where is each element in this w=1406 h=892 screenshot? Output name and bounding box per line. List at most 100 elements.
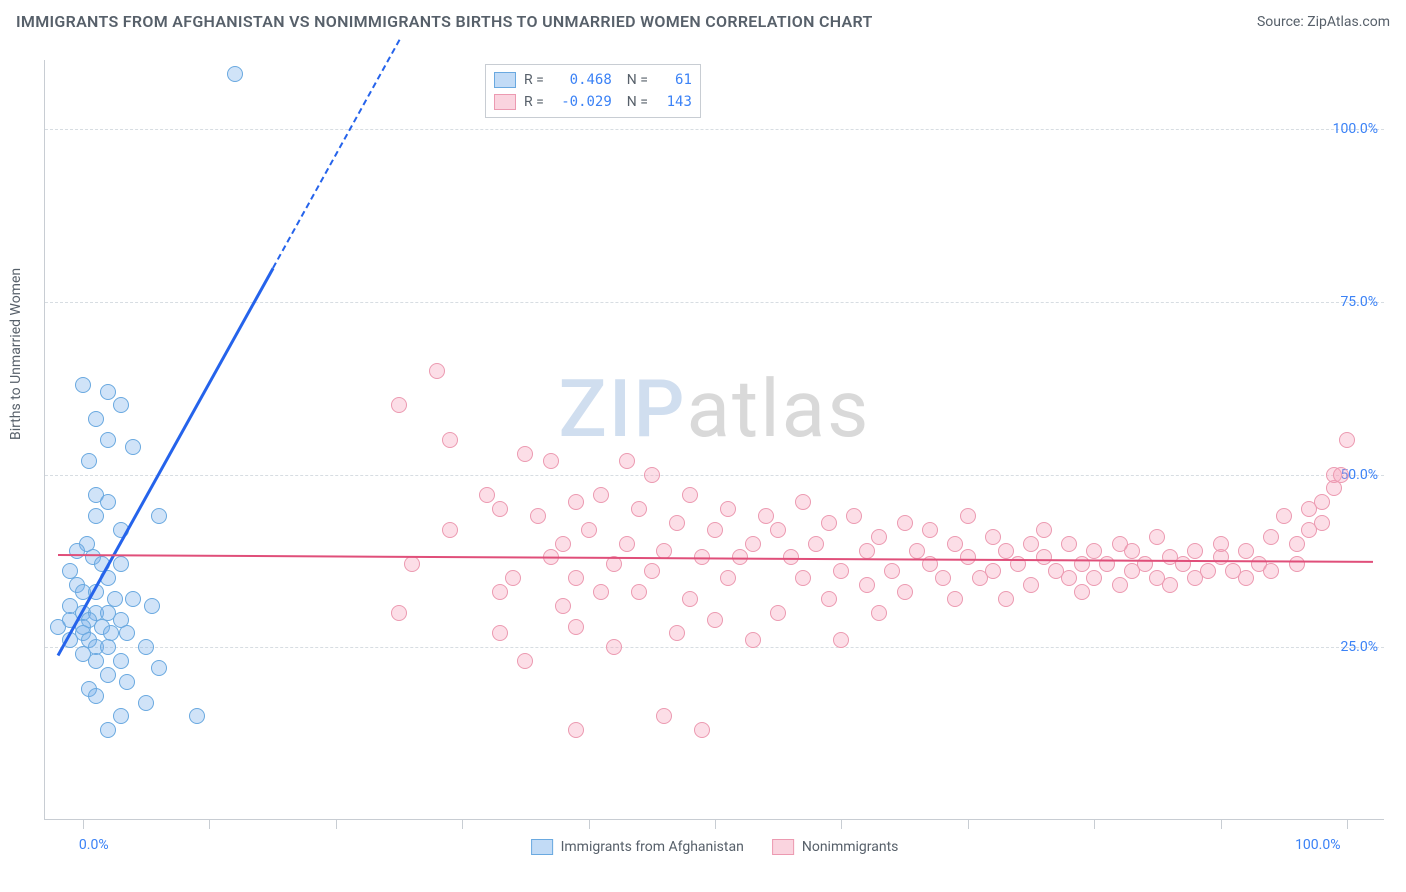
data-point-nonimmigrants xyxy=(682,487,698,503)
data-point-nonimmigrants xyxy=(619,453,635,469)
data-point-nonimmigrants xyxy=(1086,570,1102,586)
data-point-immigrants xyxy=(113,397,129,413)
y-tick-label: 75.0% xyxy=(1340,294,1378,310)
x-tick xyxy=(715,819,716,829)
data-point-nonimmigrants xyxy=(644,563,660,579)
data-point-nonimmigrants xyxy=(745,536,761,552)
data-point-nonimmigrants xyxy=(391,605,407,621)
data-point-nonimmigrants xyxy=(568,570,584,586)
data-point-nonimmigrants xyxy=(505,570,521,586)
data-point-immigrants xyxy=(100,667,116,683)
data-point-nonimmigrants xyxy=(492,584,508,600)
legend-swatch xyxy=(531,839,553,855)
scatter-plot: ZIPatlas R =0.468 N =61R =-0.029 N =143 … xyxy=(44,60,1384,820)
data-point-nonimmigrants xyxy=(1061,536,1077,552)
data-point-nonimmigrants xyxy=(960,549,976,565)
data-point-nonimmigrants xyxy=(1289,556,1305,572)
data-point-nonimmigrants xyxy=(1200,563,1216,579)
data-point-immigrants xyxy=(119,674,135,690)
data-point-nonimmigrants xyxy=(871,605,887,621)
data-point-nonimmigrants xyxy=(694,722,710,738)
data-point-nonimmigrants xyxy=(1086,543,1102,559)
data-point-nonimmigrants xyxy=(631,501,647,517)
data-point-immigrants xyxy=(125,591,141,607)
data-point-nonimmigrants xyxy=(897,515,913,531)
data-point-nonimmigrants xyxy=(1339,432,1355,448)
data-point-immigrants xyxy=(100,494,116,510)
data-point-nonimmigrants xyxy=(517,446,533,462)
data-point-nonimmigrants xyxy=(543,453,559,469)
data-point-nonimmigrants xyxy=(404,556,420,572)
data-point-nonimmigrants xyxy=(758,508,774,524)
n-value: 61 xyxy=(656,69,692,91)
legend-label: Nonimmigrants xyxy=(802,839,899,855)
data-point-immigrants xyxy=(75,377,91,393)
x-tick xyxy=(1094,819,1095,829)
data-point-immigrants xyxy=(88,508,104,524)
data-point-nonimmigrants xyxy=(897,584,913,600)
data-point-immigrants xyxy=(88,688,104,704)
data-point-nonimmigrants xyxy=(644,467,660,483)
r-value: -0.029 xyxy=(552,91,612,113)
data-point-nonimmigrants xyxy=(568,722,584,738)
legend-swatch xyxy=(494,72,516,88)
data-point-nonimmigrants xyxy=(821,591,837,607)
data-point-nonimmigrants xyxy=(1213,549,1229,565)
legend-swatch xyxy=(772,839,794,855)
data-point-nonimmigrants xyxy=(833,563,849,579)
data-point-nonimmigrants xyxy=(808,536,824,552)
data-point-nonimmigrants xyxy=(568,494,584,510)
data-point-nonimmigrants xyxy=(442,522,458,538)
source-label: Source: ZipAtlas.com xyxy=(1257,14,1390,30)
data-point-immigrants xyxy=(113,653,129,669)
data-point-nonimmigrants xyxy=(1023,536,1039,552)
data-point-nonimmigrants xyxy=(568,619,584,635)
data-point-nonimmigrants xyxy=(859,543,875,559)
data-point-nonimmigrants xyxy=(1238,543,1254,559)
data-point-immigrants xyxy=(119,625,135,641)
data-point-nonimmigrants xyxy=(606,639,622,655)
data-point-nonimmigrants xyxy=(1036,522,1052,538)
data-point-immigrants xyxy=(81,453,97,469)
data-point-nonimmigrants xyxy=(1112,577,1128,593)
data-point-immigrants xyxy=(151,660,167,676)
data-point-immigrants xyxy=(138,695,154,711)
x-tick-label: 0.0% xyxy=(79,837,109,853)
data-point-nonimmigrants xyxy=(909,543,925,559)
data-point-immigrants xyxy=(88,411,104,427)
data-point-nonimmigrants xyxy=(669,515,685,531)
data-point-nonimmigrants xyxy=(821,515,837,531)
x-tick xyxy=(841,819,842,829)
data-point-nonimmigrants xyxy=(947,591,963,607)
data-point-nonimmigrants xyxy=(960,508,976,524)
x-tick xyxy=(1221,819,1222,829)
header: IMMIGRANTS FROM AFGHANISTAN VS NONIMMIGR… xyxy=(0,0,1406,39)
gridline xyxy=(45,129,1384,130)
data-point-immigrants xyxy=(113,708,129,724)
data-point-nonimmigrants xyxy=(1289,536,1305,552)
y-tick-label: 25.0% xyxy=(1340,639,1378,655)
data-point-nonimmigrants xyxy=(720,570,736,586)
watermark: ZIPatlas xyxy=(559,362,871,456)
chart-title: IMMIGRANTS FROM AFGHANISTAN VS NONIMMIGR… xyxy=(16,12,873,31)
x-tick xyxy=(968,819,969,829)
data-point-nonimmigrants xyxy=(593,584,609,600)
x-tick xyxy=(1347,819,1348,829)
x-tick xyxy=(83,819,84,829)
data-point-nonimmigrants xyxy=(669,625,685,641)
data-point-nonimmigrants xyxy=(1149,529,1165,545)
data-point-nonimmigrants xyxy=(745,632,761,648)
data-point-nonimmigrants xyxy=(922,522,938,538)
data-point-nonimmigrants xyxy=(1074,584,1090,600)
r-value: 0.468 xyxy=(552,69,612,91)
data-point-immigrants xyxy=(151,508,167,524)
legend-row: R =0.468 N =61 xyxy=(494,69,692,91)
data-point-nonimmigrants xyxy=(517,653,533,669)
data-point-nonimmigrants xyxy=(846,508,862,524)
data-point-nonimmigrants xyxy=(492,501,508,517)
data-point-nonimmigrants xyxy=(884,563,900,579)
data-point-nonimmigrants xyxy=(1263,529,1279,545)
n-label: N = xyxy=(620,91,648,113)
data-point-nonimmigrants xyxy=(631,584,647,600)
data-point-immigrants xyxy=(100,722,116,738)
